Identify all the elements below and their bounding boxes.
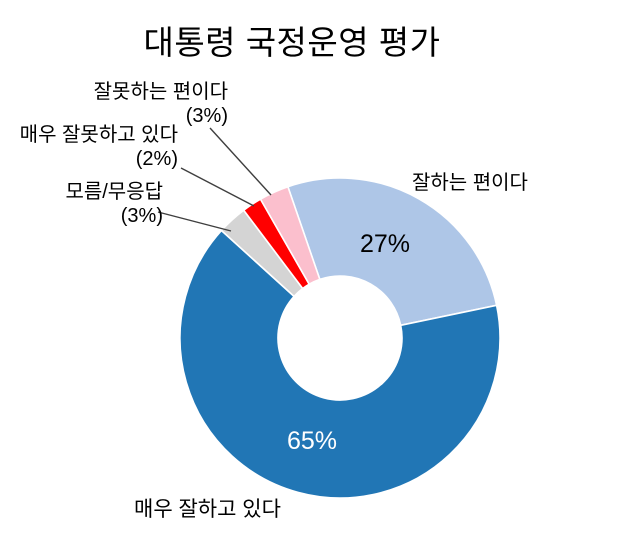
leader-lines <box>157 127 272 232</box>
leader-line-gray-slice <box>157 211 232 232</box>
category-label-doing-very-well: 매우 잘하고 있다 <box>134 498 281 521</box>
callout-label-very-poorly: 매우 잘못하고 있다 (2%) <box>20 123 178 171</box>
pie-slice-1 <box>179 229 501 499</box>
callout-label-dont-know: 모름/무응답 (3%) <box>65 180 163 228</box>
category-label-doing-well: 잘하는 편이다 <box>412 172 528 194</box>
leader-line-red-slice <box>180 167 255 207</box>
callout-label-text: 매우 잘못하고 있다 <box>19 124 178 146</box>
callout-label-text: 모름/무응답 <box>65 181 163 203</box>
callout-label-text: 잘못하는 편이다 <box>93 81 228 103</box>
callout-label-percent: (3%) <box>120 205 163 227</box>
leader-line-pink-slice <box>209 127 272 196</box>
callout-label-doing-poorly: 잘못하는 편이다 (3%) <box>94 80 228 128</box>
callout-label-percent: (3%) <box>185 105 228 127</box>
chart-title: 대통령 국정운영 평가 <box>143 24 441 61</box>
value-label-27: 27% <box>359 230 411 258</box>
value-label-65: 65% <box>286 427 338 455</box>
callout-label-percent: (2%) <box>135 148 178 170</box>
donut-slices <box>179 177 501 499</box>
pie-slice-0 <box>287 177 498 327</box>
pie-slice-4 <box>259 185 321 285</box>
